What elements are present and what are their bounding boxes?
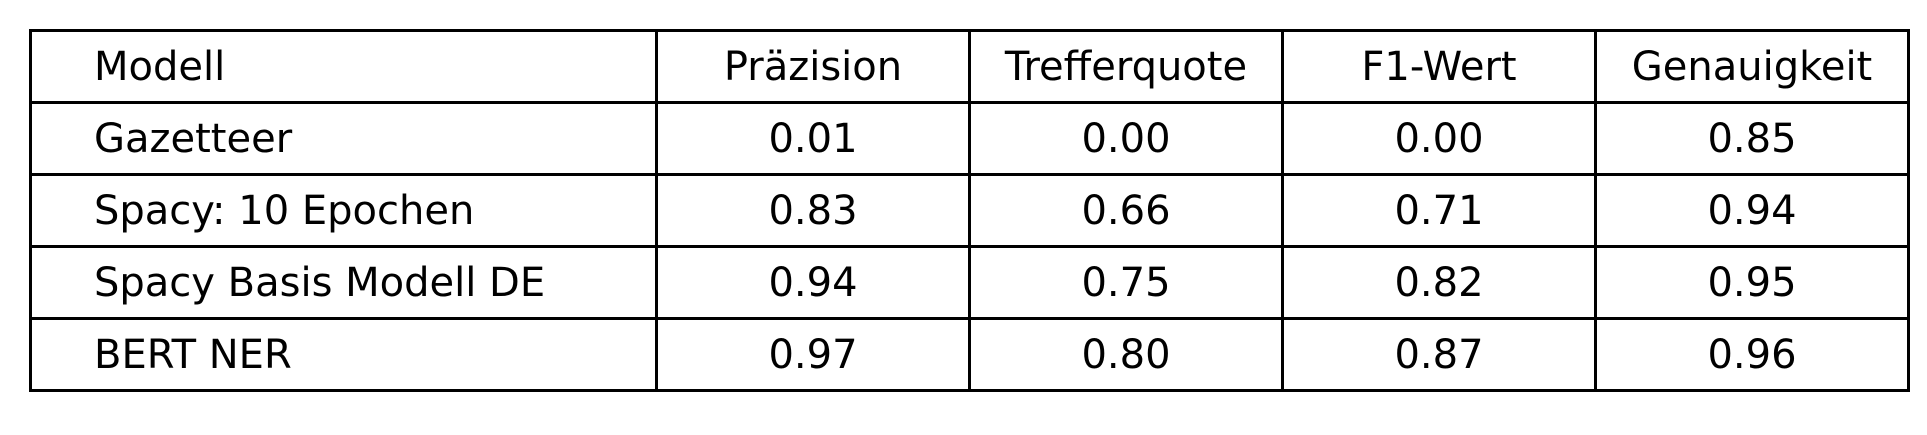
recall-cell: 0.75 (968, 245, 1284, 320)
f1-cell: 0.82 (1281, 245, 1597, 320)
accuracy-cell: 0.94 (1594, 173, 1910, 248)
f1-cell: 0.71 (1281, 173, 1597, 248)
header-model: Modell (29, 29, 658, 104)
table-row: Spacy: 10 Epochen 0.83 0.66 0.71 0.94 (29, 173, 1910, 248)
accuracy-cell: 0.95 (1594, 245, 1910, 320)
table-row: Spacy Basis Modell DE 0.94 0.75 0.82 0.9… (29, 245, 1910, 320)
recall-cell: 0.80 (968, 317, 1284, 392)
header-row: Modell Präzision Trefferquote F1-Wert Ge… (29, 29, 1910, 104)
precision-cell: 0.94 (655, 245, 971, 320)
header-recall: Trefferquote (968, 29, 1284, 104)
header-precision: Präzision (655, 29, 971, 104)
recall-cell: 0.00 (968, 101, 1284, 176)
results-table: Modell Präzision Trefferquote F1-Wert Ge… (29, 29, 1910, 392)
f1-cell: 0.00 (1281, 101, 1597, 176)
recall-cell: 0.66 (968, 173, 1284, 248)
model-name-cell: BERT NER (29, 317, 658, 392)
precision-cell: 0.97 (655, 317, 971, 392)
precision-cell: 0.83 (655, 173, 971, 248)
precision-cell: 0.01 (655, 101, 971, 176)
model-name-cell: Spacy: 10 Epochen (29, 173, 658, 248)
table-row: Gazetteer 0.01 0.00 0.00 0.85 (29, 101, 1910, 176)
model-name-cell: Spacy Basis Modell DE (29, 245, 658, 320)
accuracy-cell: 0.96 (1594, 317, 1910, 392)
header-accuracy: Genauigkeit (1594, 29, 1910, 104)
f1-cell: 0.87 (1281, 317, 1597, 392)
table-row: BERT NER 0.97 0.80 0.87 0.96 (29, 317, 1910, 392)
model-name-cell: Gazetteer (29, 101, 658, 176)
accuracy-cell: 0.85 (1594, 101, 1910, 176)
header-f1: F1-Wert (1281, 29, 1597, 104)
